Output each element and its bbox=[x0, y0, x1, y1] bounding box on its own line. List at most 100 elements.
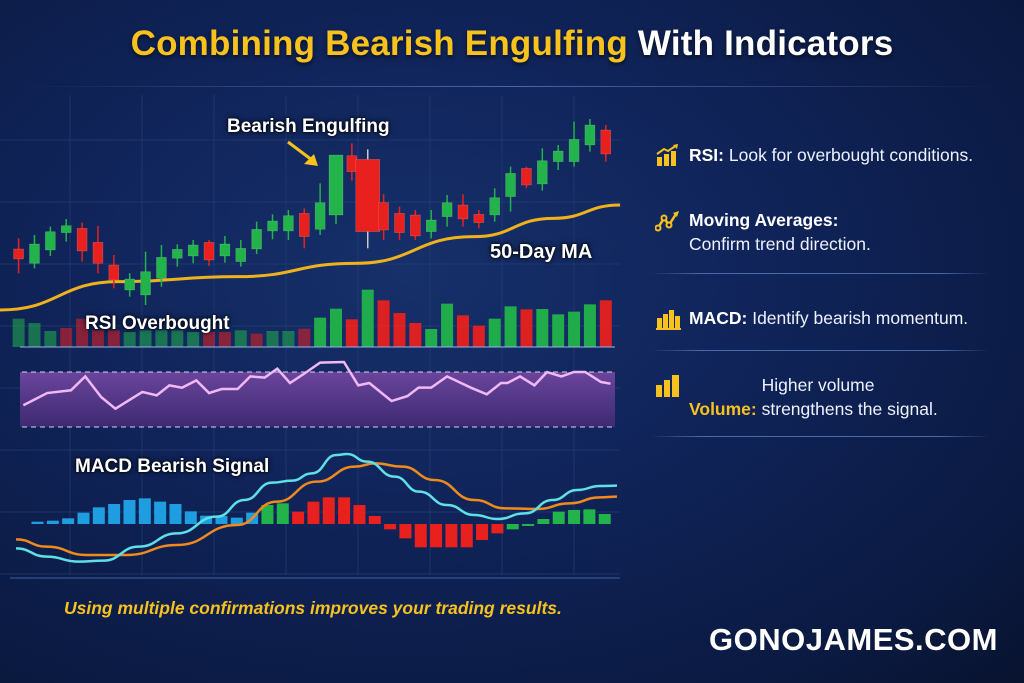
candle-body bbox=[124, 278, 135, 291]
candle bbox=[76, 222, 88, 262]
macd-histogram-bar bbox=[552, 511, 565, 524]
candle bbox=[283, 209, 294, 240]
candle bbox=[489, 188, 500, 222]
footer-tagline: Using multiple confirmations improves yo… bbox=[64, 598, 562, 618]
ma-desc: Confirm trend direction. bbox=[689, 234, 871, 254]
trend-line-icon bbox=[655, 211, 679, 232]
candle bbox=[124, 273, 135, 297]
candle-body bbox=[378, 202, 389, 231]
macd-histogram-bar bbox=[169, 504, 182, 524]
rsi-label: RSI Overbought bbox=[85, 313, 230, 334]
engulfing-candle bbox=[355, 149, 380, 249]
candle-body bbox=[219, 243, 231, 257]
volume-heading: Volume: bbox=[689, 399, 757, 419]
candle bbox=[328, 154, 344, 224]
candle-body bbox=[172, 249, 183, 259]
volume-bar bbox=[314, 317, 327, 347]
divider bbox=[650, 350, 990, 351]
rsi-line bbox=[22, 360, 611, 411]
bearish-engulfing-label: Bearish Engulfing bbox=[227, 116, 390, 137]
volume-bar bbox=[568, 311, 581, 347]
candle-body bbox=[521, 168, 532, 186]
candle bbox=[140, 251, 151, 305]
macd-histogram-bar bbox=[384, 524, 397, 530]
volume-bar bbox=[441, 303, 454, 347]
candle-body bbox=[60, 225, 72, 233]
candle-body bbox=[13, 248, 24, 260]
macd-label: MACD Bearish Signal bbox=[75, 456, 270, 477]
macd-item: MACD: Identify bearish momentum. bbox=[655, 306, 968, 330]
macd-histogram-bar bbox=[276, 503, 289, 524]
candle bbox=[219, 235, 231, 263]
macd-histogram-bar bbox=[368, 516, 381, 524]
rsi-panel bbox=[20, 360, 615, 428]
volume-bar bbox=[123, 332, 136, 347]
macd-histogram-bar bbox=[491, 524, 504, 534]
volume-bar bbox=[76, 318, 89, 347]
candle-body bbox=[457, 204, 469, 220]
candle-body bbox=[489, 197, 500, 216]
candle-body bbox=[441, 202, 453, 217]
page-title: Combining Bearish Engulfing With Indicat… bbox=[0, 24, 1024, 64]
title-rest: With Indicators bbox=[637, 24, 894, 63]
macd-desc: Identify bearish momentum. bbox=[752, 308, 969, 328]
macd-histogram-bar bbox=[537, 519, 550, 524]
candle bbox=[537, 148, 548, 191]
macd-histogram-bar bbox=[583, 509, 596, 524]
candle bbox=[187, 239, 199, 264]
macd-histogram-bar bbox=[399, 524, 412, 539]
candle bbox=[92, 225, 104, 274]
candle-body bbox=[267, 220, 278, 232]
macd-histogram-bar bbox=[445, 524, 458, 548]
ma-label: 50-Day MA bbox=[490, 241, 593, 263]
volume-bar bbox=[91, 330, 104, 347]
candle bbox=[600, 124, 612, 162]
volume-bar bbox=[536, 309, 549, 347]
divider bbox=[650, 436, 990, 437]
macd-heading: MACD: bbox=[689, 308, 748, 328]
candle-body bbox=[140, 271, 151, 296]
macd-histogram-bar bbox=[184, 511, 197, 524]
macd-histogram-bar bbox=[261, 505, 274, 524]
candle-body bbox=[235, 248, 247, 262]
brand-logo: GONOJAMES.COM bbox=[709, 622, 998, 657]
rsi-heading: RSI: bbox=[689, 145, 724, 165]
volume-bar bbox=[472, 325, 485, 347]
candle-body bbox=[251, 229, 262, 250]
macd-histogram-bar bbox=[414, 524, 427, 548]
macd-histogram-bar bbox=[430, 524, 443, 548]
volume-bars-icon bbox=[656, 375, 679, 397]
macd-histogram-bar bbox=[460, 524, 473, 548]
candle bbox=[346, 143, 358, 181]
ma-heading: Moving Averages: bbox=[689, 210, 839, 230]
macd-histogram-bar bbox=[77, 512, 90, 524]
candle bbox=[203, 239, 215, 266]
volume-bar bbox=[266, 331, 279, 347]
volume-bars bbox=[12, 289, 612, 347]
volume-bar bbox=[12, 318, 25, 347]
macd-histogram-bar bbox=[154, 501, 167, 524]
rsi-item: RSI: Look for overbought conditions. bbox=[655, 143, 973, 167]
candle-body bbox=[187, 244, 199, 257]
macd-histogram-bar bbox=[230, 517, 243, 524]
volume-bar bbox=[171, 330, 184, 347]
candle bbox=[60, 218, 72, 242]
volume-desc: Higher volume strengthens the signal. bbox=[761, 375, 938, 419]
volume-bar bbox=[250, 333, 263, 347]
ma-item: Moving Averages: Confirm trend direction. bbox=[655, 208, 871, 256]
candle-body bbox=[203, 242, 215, 261]
volume-bar bbox=[377, 300, 390, 347]
candle bbox=[299, 208, 310, 249]
candle-body bbox=[537, 160, 548, 185]
macd-line bbox=[15, 452, 617, 563]
macd-histogram-bar bbox=[31, 521, 44, 524]
macd-histogram-bar bbox=[108, 504, 121, 524]
candle-body bbox=[156, 257, 167, 279]
candle bbox=[108, 254, 120, 289]
candle-body bbox=[29, 243, 40, 264]
candle-body bbox=[473, 214, 485, 223]
candle-body bbox=[283, 215, 294, 232]
volume-bar bbox=[187, 332, 200, 347]
rsi-band bbox=[20, 372, 615, 427]
candle bbox=[552, 144, 564, 170]
